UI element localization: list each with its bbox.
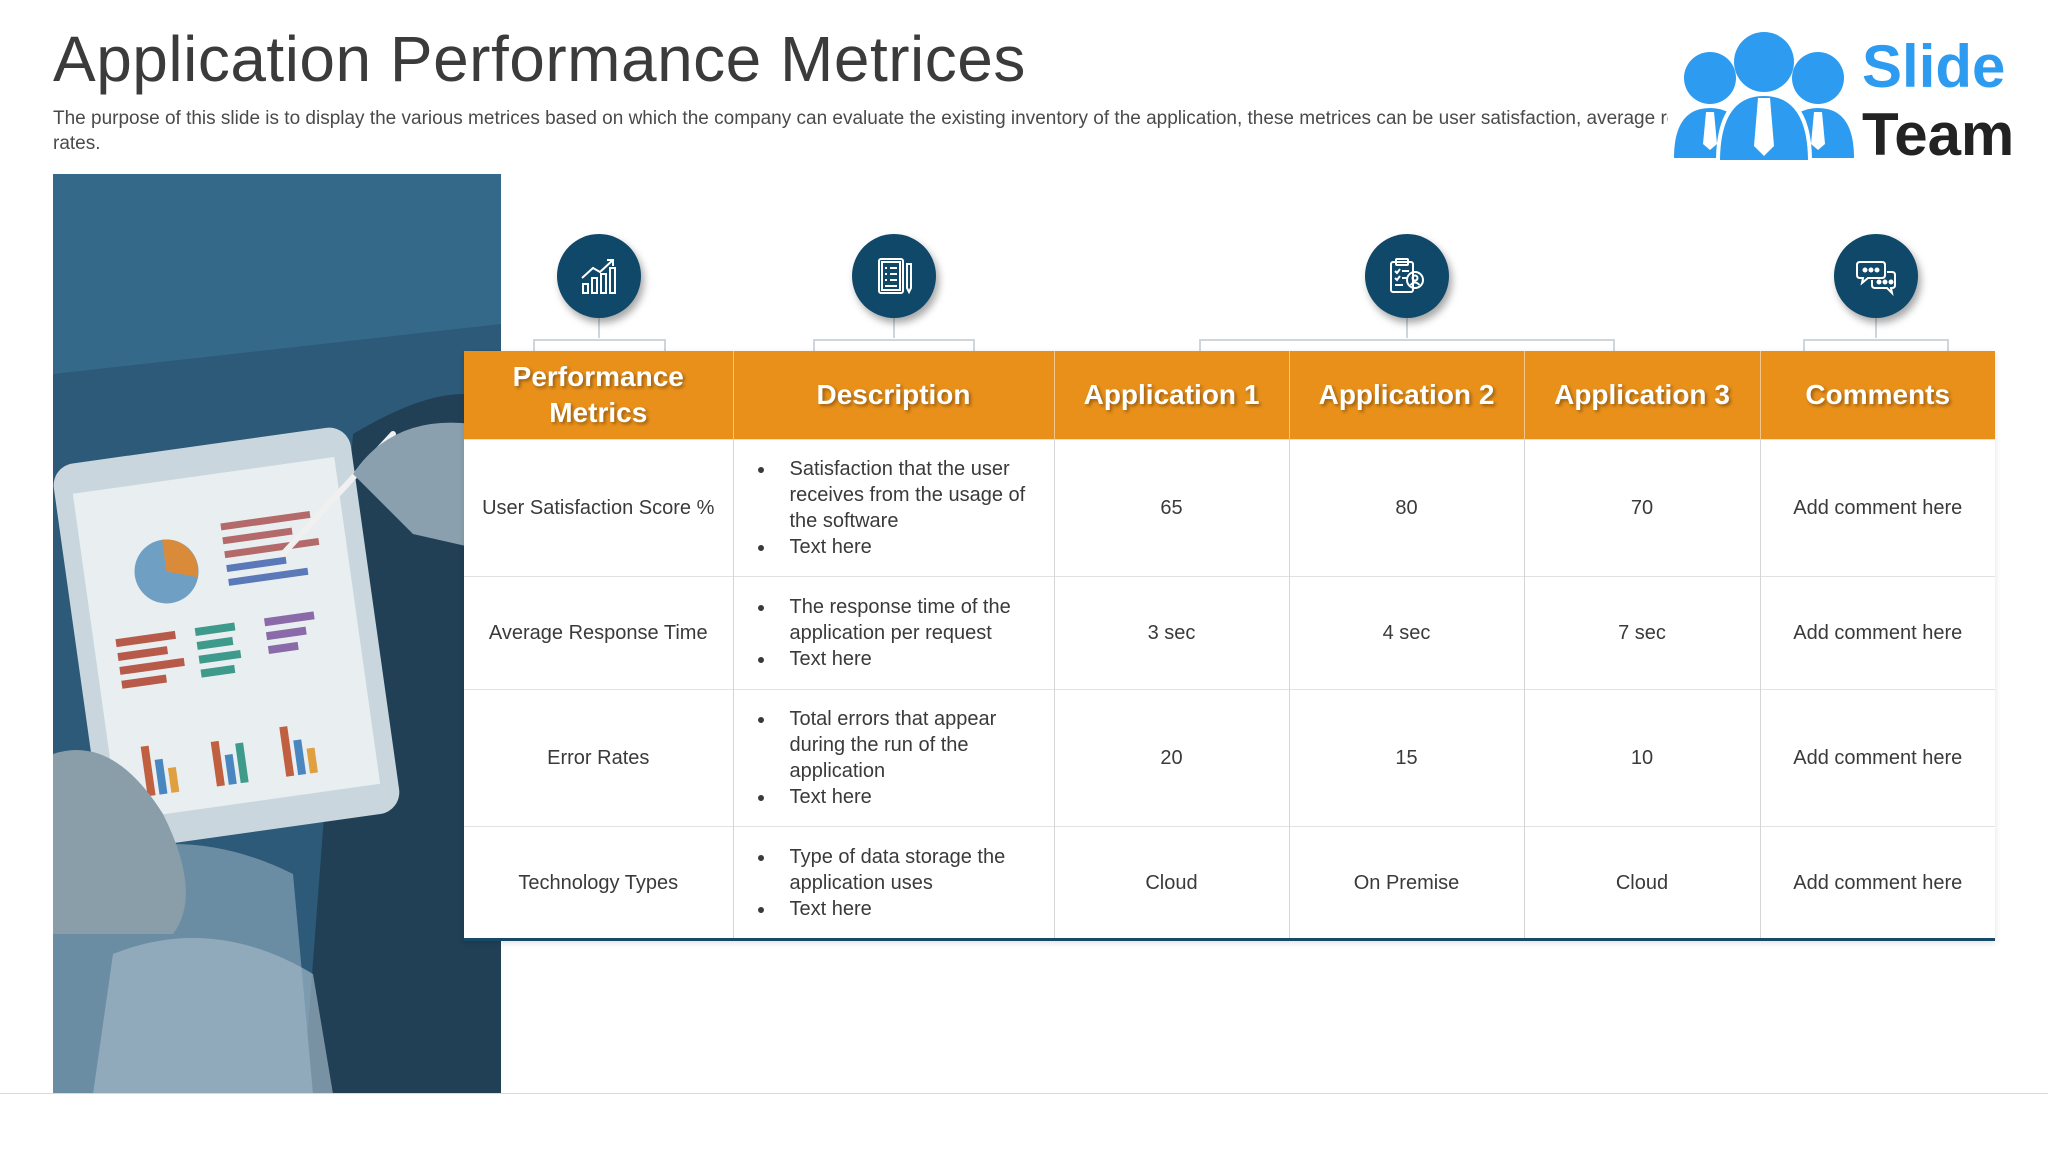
table-header-row: Performance Metrics Description Applicat…: [464, 351, 1995, 440]
header-connectors: [533, 318, 1949, 351]
chat-bubbles-icon: [1834, 234, 1918, 318]
header-description: Description: [732, 351, 1054, 440]
document-list-icon: [852, 234, 936, 318]
footer-divider: [0, 1093, 2048, 1094]
app3-cell: 10: [1523, 689, 1760, 827]
table-row: Error Rates Total errors that appear dur…: [464, 689, 1995, 827]
app3-cell: Cloud: [1523, 826, 1760, 940]
comment-cell: Add comment here: [1759, 576, 1995, 690]
clipboard-user-icon: [1365, 234, 1449, 318]
description-bullet: Text here: [776, 784, 1042, 810]
app1-cell: 3 sec: [1053, 576, 1289, 690]
table-row: User Satisfaction Score % Satisfaction t…: [464, 439, 1995, 577]
description-bullet: Type of data storage the application use…: [776, 844, 1042, 896]
app2-cell: 15: [1288, 689, 1524, 827]
description-cell: Type of data storage the application use…: [732, 826, 1054, 940]
chart-growth-icon: [557, 234, 641, 318]
comment-cell: Add comment here: [1759, 826, 1995, 940]
metric-cell: Error Rates: [464, 689, 733, 827]
description-bullet: The response time of the application per…: [776, 594, 1042, 646]
description-bullet: Text here: [776, 896, 1042, 922]
table-row: Technology Types Type of data storage th…: [464, 826, 1995, 940]
page-subtitle: The purpose of this slide is to display …: [53, 108, 1863, 154]
app2-cell: On Premise: [1288, 826, 1524, 940]
description-cell: The response time of the application per…: [732, 576, 1054, 690]
description-bullet: Total errors that appear during the run …: [776, 706, 1042, 784]
metrics-table: Performance Metrics Description Applicat…: [464, 351, 1995, 941]
metric-cell: Technology Types: [464, 826, 733, 940]
header-comments: Comments: [1759, 351, 1995, 440]
comment-cell: Add comment here: [1759, 689, 1995, 827]
comment-cell: Add comment here: [1759, 439, 1995, 577]
header-application-2: Application 2: [1288, 351, 1524, 440]
slideteam-logo: Slide Team: [1668, 26, 2020, 168]
description-cell: Total errors that appear during the run …: [732, 689, 1054, 827]
logo-text-slide: Slide: [1862, 33, 2006, 100]
header-application-1: Application 1: [1053, 351, 1289, 440]
app1-cell: 20: [1053, 689, 1289, 827]
app2-cell: 80: [1288, 439, 1524, 577]
metric-cell: User Satisfaction Score %: [464, 439, 733, 577]
header-performance-metrics: Performance Metrics: [464, 351, 733, 440]
app2-cell: 4 sec: [1288, 576, 1524, 690]
page-title: Application Performance Metrices: [53, 23, 1026, 95]
table-row: Average Response Time The response time …: [464, 576, 1995, 690]
description-bullet: Satisfaction that the user receives from…: [776, 456, 1042, 534]
header-application-3: Application 3: [1523, 351, 1760, 440]
metric-cell: Average Response Time: [464, 576, 733, 690]
app1-cell: Cloud: [1053, 826, 1289, 940]
description-bullet: Text here: [776, 646, 1042, 672]
description-cell: Satisfaction that the user receives from…: [732, 439, 1054, 577]
team-people-icon: [1674, 32, 1854, 164]
app3-cell: 70: [1523, 439, 1760, 577]
app1-cell: 65: [1053, 439, 1289, 577]
description-bullet: Text here: [776, 534, 1042, 560]
tablet-photo: [53, 174, 501, 1094]
app3-cell: 7 sec: [1523, 576, 1760, 690]
logo-text-team: Team: [1862, 101, 2015, 168]
